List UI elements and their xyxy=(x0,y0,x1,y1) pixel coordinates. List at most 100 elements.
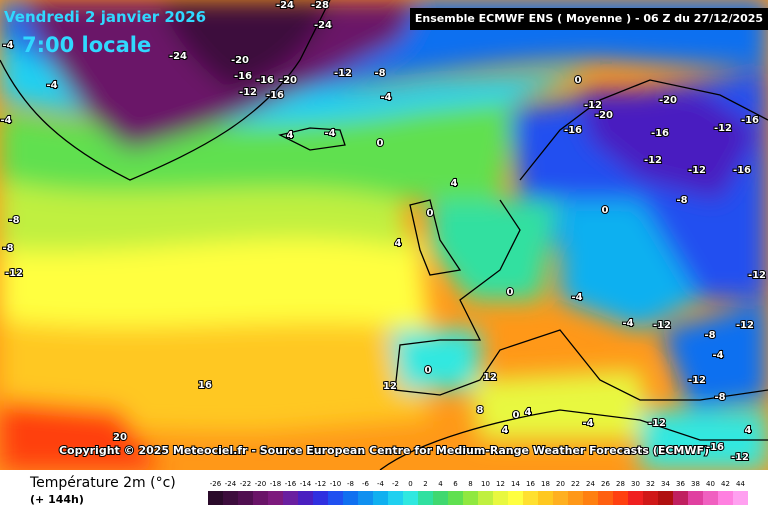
colorbar-swatch xyxy=(418,491,433,505)
colorbar-tick-label: -10 xyxy=(330,480,341,488)
contour-label: -20 xyxy=(279,75,297,86)
colorbar-swatch xyxy=(373,491,388,505)
colorbar-swatch xyxy=(208,491,223,505)
contour-label: 4 xyxy=(745,425,752,436)
colorbar-swatch xyxy=(523,491,538,505)
colorbar-tick-label: 10 xyxy=(481,480,490,488)
colorbar-tick-label: 22 xyxy=(571,480,580,488)
colorbar-tick-label: -16 xyxy=(285,480,297,488)
contour-label: -12 xyxy=(239,87,257,98)
contour-label: -24 xyxy=(276,0,294,11)
colorbar-tick-label: -22 xyxy=(240,480,251,488)
contour-label: -8 xyxy=(2,243,13,254)
contour-label: -16 xyxy=(651,128,669,139)
colorbar-tick-label: -24 xyxy=(225,480,237,488)
contour-label: -16 xyxy=(256,75,274,86)
colorbar-tick-label: 32 xyxy=(646,480,655,488)
colorbar-swatch xyxy=(673,491,688,505)
contour-label: -12 xyxy=(731,452,749,463)
contour-label: 4 xyxy=(287,130,294,141)
colorbar-swatch xyxy=(283,491,298,505)
colorbar-tick-label: 26 xyxy=(601,480,610,488)
colorbar-tick-label: 44 xyxy=(736,480,745,488)
map-labels: -24 -28-24-24 -20-16 -20-16-12 -16-12 -8-4-4-… xyxy=(0,0,767,464)
colorbar-swatch xyxy=(403,491,418,505)
contour-label: -28 xyxy=(311,0,329,11)
colorbar-tick-label: 40 xyxy=(706,480,715,488)
colorbar-tick-label: 30 xyxy=(631,480,640,488)
colorbar-tick-label: 6 xyxy=(453,480,458,488)
contour-label: 0 xyxy=(513,410,520,421)
colorbar-swatch xyxy=(553,491,568,505)
contour-label: 0 xyxy=(377,138,384,149)
contour-label: -16 xyxy=(706,442,724,453)
contour-label: 12 xyxy=(383,381,397,392)
contour-label: -12 xyxy=(644,155,662,166)
contour-label: -8 xyxy=(676,195,687,206)
colorbar-tick-label: 38 xyxy=(691,480,700,488)
colorbar-swatch xyxy=(253,491,268,505)
contour-label: 0 xyxy=(427,208,434,219)
contour-label: -4 xyxy=(324,128,335,139)
colorbar-swatch xyxy=(658,491,673,505)
header-bar xyxy=(410,8,768,30)
colorbar-swatch xyxy=(298,491,313,505)
contour-label: -12 xyxy=(688,165,706,176)
forecast-date: Vendredi 2 janvier 2026 xyxy=(4,8,206,26)
contour-label: 12 xyxy=(483,372,497,383)
contour-label: -20 xyxy=(231,55,249,66)
contour-label: -4 xyxy=(2,40,13,51)
contour-label: 4 xyxy=(395,238,402,249)
colorbar-swatch xyxy=(463,491,478,505)
contour-label: -16 xyxy=(564,125,582,136)
colorbar-swatch xyxy=(238,491,253,505)
contour-label: -12 xyxy=(736,320,754,331)
colorbar-tick-label: 42 xyxy=(721,480,730,488)
contour-label: -4 xyxy=(0,115,11,126)
contour-label: -12 xyxy=(688,375,706,386)
colorbar-tick-label: -14 xyxy=(300,480,312,488)
contour-label: -24 xyxy=(314,20,332,31)
colorbar-tick-label: 8 xyxy=(468,480,472,488)
contour-label: 0 xyxy=(425,365,432,376)
colorbar-swatch xyxy=(718,491,733,505)
contour-label: -16 xyxy=(733,165,751,176)
legend-title: Température 2m (°c) xyxy=(29,475,176,491)
colorbar-tick-label: 0 xyxy=(408,480,412,488)
colorbar-tick-label: -12 xyxy=(315,480,326,488)
colorbar-swatch xyxy=(493,491,508,505)
contour-label: -16 xyxy=(741,115,759,126)
colorbar-tick-label: 2 xyxy=(423,480,427,488)
contour-label: -12 xyxy=(5,268,23,279)
contour-label: 4 xyxy=(451,178,458,189)
contour-label: 4 xyxy=(525,407,532,418)
colorbar-tick-label: 24 xyxy=(586,480,595,488)
colorbar-tick-label: 12 xyxy=(496,480,505,488)
contour-label: -16 xyxy=(234,71,252,82)
colorbar-swatch xyxy=(688,491,703,505)
colorbar-tick-label: 14 xyxy=(511,480,520,488)
colorbar-tick-label: 34 xyxy=(661,480,670,488)
colorbar-tick-label: 36 xyxy=(676,480,685,488)
colorbar-swatch xyxy=(223,491,238,505)
model-run: Ensemble ECMWF ENS ( Moyenne ) - 06 Z du… xyxy=(415,12,763,25)
colorbar-tick-label: 16 xyxy=(526,480,535,488)
contour-label: -8 xyxy=(8,215,19,226)
colorbar-swatch xyxy=(358,491,373,505)
contour-label: -12 xyxy=(584,100,602,111)
colorbar-swatch xyxy=(328,491,343,505)
contour-label: -4 xyxy=(46,80,57,91)
colorbar-tick-label: -6 xyxy=(362,480,370,488)
contour-label: -12 xyxy=(748,270,766,281)
contour-label: -4 xyxy=(712,350,723,361)
contour-label: 0 xyxy=(575,75,582,86)
colorbar-tick-label: -26 xyxy=(210,480,222,488)
map-field xyxy=(0,0,768,470)
colorbar-tick-label: 4 xyxy=(438,480,443,488)
contour-label: -12 xyxy=(714,123,732,134)
colorbar-tick-label: -8 xyxy=(347,480,354,488)
colorbar-swatch xyxy=(268,491,283,505)
contour-label: -20 xyxy=(595,110,613,121)
contour-label: -8 xyxy=(374,68,385,79)
